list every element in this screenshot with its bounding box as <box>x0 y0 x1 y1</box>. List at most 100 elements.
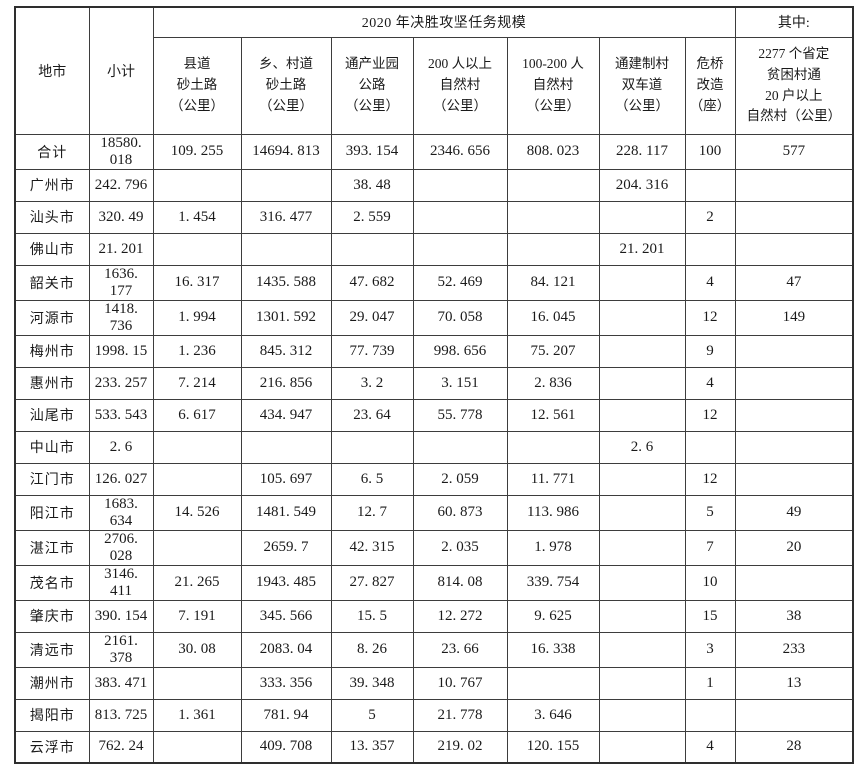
table-row: 汕尾市 533. 543 6. 617 434. 947 23. 64 55. … <box>14 398 854 432</box>
poor-village-cell <box>734 366 854 400</box>
table-row: 中山市 2. 6 2. 6 <box>14 430 854 464</box>
table-row: 广州市 242. 796 38. 48 204. 316 <box>14 168 854 202</box>
village-200plus-cell: 3. 151 <box>412 366 508 400</box>
city-name-cell: 茂名市 <box>14 564 90 601</box>
poor-village-cell: 233 <box>734 631 854 668</box>
bridge-rebuild-cell: 4 <box>684 366 736 400</box>
bridge-rebuild-cell: 7 <box>684 529 736 566</box>
header-city: 地市 <box>14 6 90 135</box>
industrial-park-road-cell: 42. 315 <box>330 529 414 566</box>
header-two-lane-road: 通建制村 双车道 （公里） <box>598 36 686 135</box>
village-100-200-cell: 1. 978 <box>506 529 600 566</box>
subtotal-cell: 233. 257 <box>88 366 154 400</box>
subtotal-cell: 390. 154 <box>88 599 154 633</box>
poor-village-cell <box>734 698 854 732</box>
village-200plus-cell: 2. 035 <box>412 529 508 566</box>
two-lane-road-cell <box>598 730 686 764</box>
village-100-200-cell: 75. 207 <box>506 334 600 368</box>
city-name-cell: 肇庆市 <box>14 599 90 633</box>
village-100-200-cell <box>506 200 600 234</box>
county-road-cell: 6. 617 <box>152 398 242 432</box>
village-100-200-cell: 113. 986 <box>506 494 600 531</box>
village-road-cell <box>240 232 332 266</box>
two-lane-road-cell: 204. 316 <box>598 168 686 202</box>
table-row: 茂名市 3146. 411 21. 265 1943. 485 27. 827 … <box>14 564 854 601</box>
table-row: 梅州市 1998. 15 1. 236 845. 312 77. 739 998… <box>14 334 854 368</box>
table-row: 潮州市 383. 471 333. 356 39. 348 10. 767 1 … <box>14 666 854 700</box>
village-100-200-cell <box>506 232 600 266</box>
village-road-cell: 1943. 485 <box>240 564 332 601</box>
city-name-cell: 梅州市 <box>14 334 90 368</box>
village-road-cell: 216. 856 <box>240 366 332 400</box>
header-village-100-200: 100-200 人 自然村 （公里） <box>506 36 600 135</box>
county-road-cell <box>152 462 242 496</box>
city-name-cell: 韶关市 <box>14 264 90 301</box>
table-row: 云浮市 762. 24 409. 708 13. 357 219. 02 120… <box>14 730 854 764</box>
table-row: 湛江市 2706. 028 2659. 7 42. 315 2. 035 1. … <box>14 529 854 566</box>
industrial-park-road-cell: 15. 5 <box>330 599 414 633</box>
table-row: 清远市 2161. 378 30. 08 2083. 04 8. 26 23. … <box>14 631 854 668</box>
city-name-cell: 佛山市 <box>14 232 90 266</box>
village-100-200-cell <box>506 168 600 202</box>
bridge-rebuild-cell <box>684 232 736 266</box>
village-road-cell: 409. 708 <box>240 730 332 764</box>
header-among-title: 其中: <box>734 6 854 38</box>
village-200plus-cell: 10. 767 <box>412 666 508 700</box>
village-100-200-cell <box>506 666 600 700</box>
bridge-rebuild-cell: 4 <box>684 264 736 301</box>
two-lane-road-cell <box>598 366 686 400</box>
county-road-cell <box>152 168 242 202</box>
bridge-rebuild-cell <box>684 698 736 732</box>
village-100-200-cell: 3. 646 <box>506 698 600 732</box>
poor-village-cell: 47 <box>734 264 854 301</box>
industrial-park-road-cell: 5 <box>330 698 414 732</box>
header-county-road: 县道 砂土路 （公里） <box>152 36 242 135</box>
poor-village-cell <box>734 232 854 266</box>
two-lane-road-cell <box>598 494 686 531</box>
industrial-park-road-cell: 77. 739 <box>330 334 414 368</box>
village-100-200-cell: 12. 561 <box>506 398 600 432</box>
county-road-cell: 1. 236 <box>152 334 242 368</box>
county-road-cell <box>152 232 242 266</box>
two-lane-road-cell <box>598 666 686 700</box>
header-poor-village: 2277 个省定 贫困村通 20 户以上 自然村（公里） <box>734 36 854 135</box>
poor-village-cell <box>734 168 854 202</box>
two-lane-road-cell: 2. 6 <box>598 430 686 464</box>
subtotal-cell: 126. 027 <box>88 462 154 496</box>
industrial-park-road-cell <box>330 232 414 266</box>
bridge-rebuild-cell: 3 <box>684 631 736 668</box>
header-village-200plus: 200 人以上 自然村 （公里） <box>412 36 508 135</box>
poor-village-cell <box>734 334 854 368</box>
poor-village-cell <box>734 398 854 432</box>
subtotal-cell: 21. 201 <box>88 232 154 266</box>
two-lane-road-cell <box>598 299 686 336</box>
village-100-200-cell: 339. 754 <box>506 564 600 601</box>
village-200plus-cell <box>412 168 508 202</box>
county-road-cell: 1. 994 <box>152 299 242 336</box>
poor-village-cell: 149 <box>734 299 854 336</box>
poor-village-cell <box>734 462 854 496</box>
village-100-200-cell: 120. 155 <box>506 730 600 764</box>
table-row: 阳江市 1683. 634 14. 526 1481. 549 12. 7 60… <box>14 494 854 531</box>
village-200plus-cell: 2346. 656 <box>412 133 508 170</box>
subtotal-cell: 3146. 411 <box>88 564 154 601</box>
village-100-200-cell: 16. 338 <box>506 631 600 668</box>
village-100-200-cell: 16. 045 <box>506 299 600 336</box>
header-village-road: 乡、村道 砂土路 （公里） <box>240 36 332 135</box>
header-group-title: 2020 年决胜攻坚任务规模 <box>152 6 736 38</box>
subtotal-cell: 762. 24 <box>88 730 154 764</box>
table-row: 汕头市 320. 49 1. 454 316. 477 2. 559 2 <box>14 200 854 234</box>
city-name-cell: 云浮市 <box>14 730 90 764</box>
village-road-cell: 1435. 588 <box>240 264 332 301</box>
bridge-rebuild-cell: 100 <box>684 133 736 170</box>
poor-village-cell <box>734 200 854 234</box>
table-row: 惠州市 233. 257 7. 214 216. 856 3. 2 3. 151… <box>14 366 854 400</box>
village-200plus-cell: 70. 058 <box>412 299 508 336</box>
industrial-park-road-cell: 27. 827 <box>330 564 414 601</box>
village-road-cell: 105. 697 <box>240 462 332 496</box>
two-lane-road-cell: 21. 201 <box>598 232 686 266</box>
village-100-200-cell: 11. 771 <box>506 462 600 496</box>
table-row: 韶关市 1636. 177 16. 317 1435. 588 47. 682 … <box>14 264 854 301</box>
bridge-rebuild-cell: 10 <box>684 564 736 601</box>
table-row: 肇庆市 390. 154 7. 191 345. 566 15. 5 12. 2… <box>14 599 854 633</box>
